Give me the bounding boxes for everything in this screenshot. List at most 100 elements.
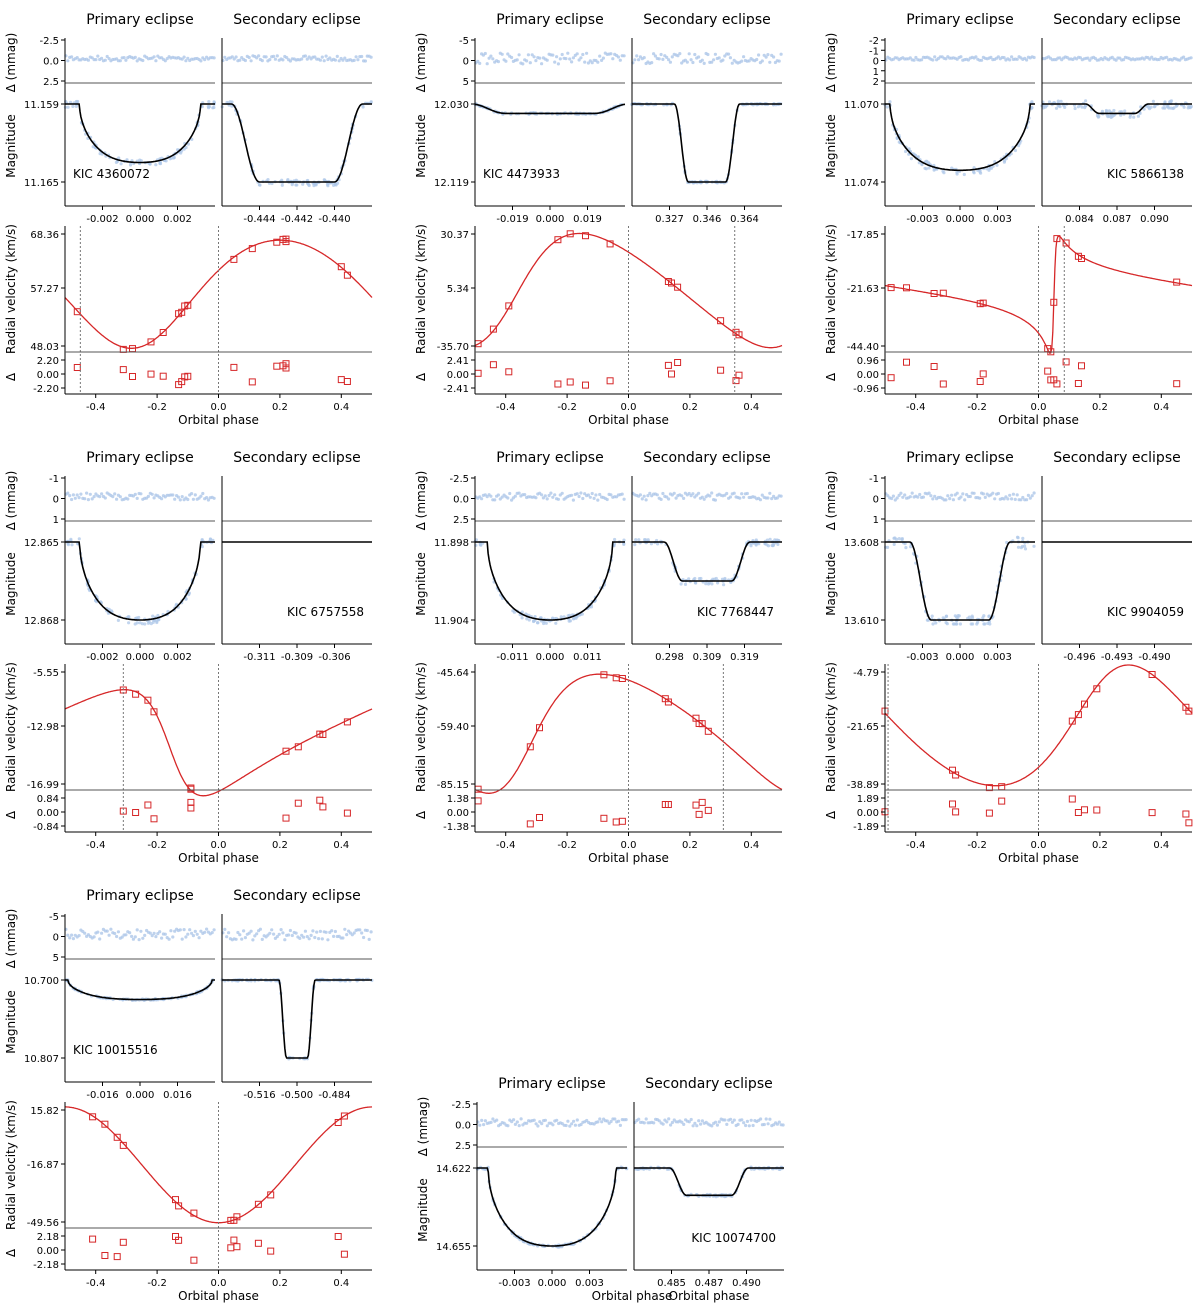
- residual-point: [644, 498, 648, 502]
- photometry-point: [907, 147, 911, 151]
- residual-point: [294, 931, 298, 935]
- residual-point: [1011, 492, 1016, 496]
- resid-tick-label: -5: [49, 912, 59, 923]
- primary-eclipse-title: Primary eclipse: [496, 450, 603, 466]
- photometry-point: [1151, 99, 1155, 103]
- resid-axis-label: Δ (mmag): [4, 33, 18, 93]
- residual-point: [1010, 497, 1014, 501]
- residual-point: [638, 493, 643, 497]
- rv-point: [294, 743, 302, 751]
- x-axis-label: Orbital phase: [178, 1289, 259, 1303]
- rv-point: [717, 317, 725, 325]
- primary-eclipse-title: Primary eclipse: [906, 450, 1013, 466]
- rv-residual-point: [1093, 806, 1101, 814]
- residual-point: [768, 491, 772, 495]
- residual-point: [495, 1118, 499, 1122]
- residual-point: [139, 492, 143, 496]
- photometry-point: [533, 615, 537, 619]
- photometry-point: [138, 621, 142, 625]
- residual-point: [496, 60, 500, 64]
- residual-point: [154, 935, 158, 939]
- photometry-point: [1032, 544, 1036, 548]
- star-id-label: KIC 10074700: [691, 1231, 776, 1245]
- resid-tick-label: -2.5: [39, 36, 59, 47]
- photometry-point: [206, 104, 210, 109]
- photometry-point: [925, 618, 930, 622]
- residual-point: [617, 1119, 621, 1123]
- rv-point: [89, 1113, 97, 1121]
- eclipse-model-line: [885, 103, 1035, 172]
- photometry-point: [559, 615, 563, 619]
- residual-point: [555, 1118, 559, 1122]
- x-tick-label: 0.000: [538, 1278, 567, 1289]
- photometry-point: [708, 581, 712, 585]
- residual-point: [766, 496, 770, 500]
- residual-point: [983, 495, 987, 499]
- residual-point: [624, 1118, 628, 1122]
- photometry-point: [970, 614, 974, 618]
- photometry-point: [987, 614, 991, 618]
- photometry-point: [119, 162, 123, 166]
- rv-point: [233, 1213, 241, 1221]
- photometry-point: [77, 537, 81, 541]
- x-tick-label: 0.011: [573, 652, 602, 663]
- residual-point: [572, 1119, 576, 1123]
- residual-point: [944, 57, 948, 61]
- residual-point: [275, 54, 279, 58]
- rv-tick-label: -35.70: [437, 342, 469, 353]
- photometry-point: [301, 182, 305, 186]
- residual-point: [586, 61, 591, 65]
- residual-point: [691, 1124, 695, 1128]
- residual-point: [1002, 56, 1006, 60]
- residual-point: [513, 494, 517, 498]
- x-tick-label: -0.493: [1101, 652, 1133, 663]
- rv-residual-point: [343, 809, 351, 817]
- photometry-point: [74, 104, 78, 108]
- residual-point: [343, 927, 347, 931]
- photometry-point: [479, 543, 483, 547]
- photometry-point: [169, 156, 173, 160]
- photometry-point: [153, 618, 157, 623]
- rv-residual-point: [337, 376, 345, 384]
- residual-point: [682, 1122, 686, 1126]
- residual-point: [305, 57, 309, 61]
- residual-point: [541, 496, 546, 500]
- photometry-point: [66, 105, 70, 109]
- photometry-point: [885, 105, 889, 109]
- residual-point: [96, 54, 100, 58]
- residual-point: [598, 54, 602, 58]
- residual-point: [744, 1123, 748, 1128]
- rv-residual-point: [230, 1236, 238, 1244]
- rv-residual-point: [73, 364, 81, 371]
- residual-point: [1088, 58, 1092, 62]
- rv-tick-label: 15.82: [30, 1106, 59, 1117]
- residual-point: [519, 1117, 523, 1121]
- residual-point: [777, 1120, 781, 1124]
- residual-point: [766, 1122, 770, 1126]
- photometry-point: [979, 171, 983, 175]
- rv-resid-axis-label: Δ: [414, 810, 428, 819]
- residual-point: [532, 1118, 536, 1122]
- residual-point: [605, 497, 609, 502]
- residual-point: [510, 498, 514, 502]
- mag-tick-label: 10.807: [24, 1054, 59, 1065]
- photometry-point: [326, 184, 330, 188]
- residual-point: [540, 493, 544, 497]
- residual-point: [564, 57, 568, 61]
- rv-point: [248, 245, 256, 253]
- photometry-point: [633, 543, 637, 547]
- residual-point: [745, 1119, 750, 1123]
- residual-point: [751, 1123, 755, 1128]
- residual-point: [747, 59, 751, 63]
- residual-point: [191, 934, 195, 938]
- rv-resid-tick-label: 2.41: [447, 356, 469, 367]
- residual-point: [513, 1122, 518, 1126]
- x-tick-label: 0.4: [1153, 402, 1169, 413]
- residual-point: [141, 58, 145, 63]
- photometry-point: [904, 546, 908, 550]
- photometry-point: [1056, 99, 1060, 103]
- residual-point: [721, 58, 725, 62]
- residual-point: [317, 937, 321, 941]
- residual-point: [131, 937, 135, 941]
- residual-point: [732, 1118, 736, 1122]
